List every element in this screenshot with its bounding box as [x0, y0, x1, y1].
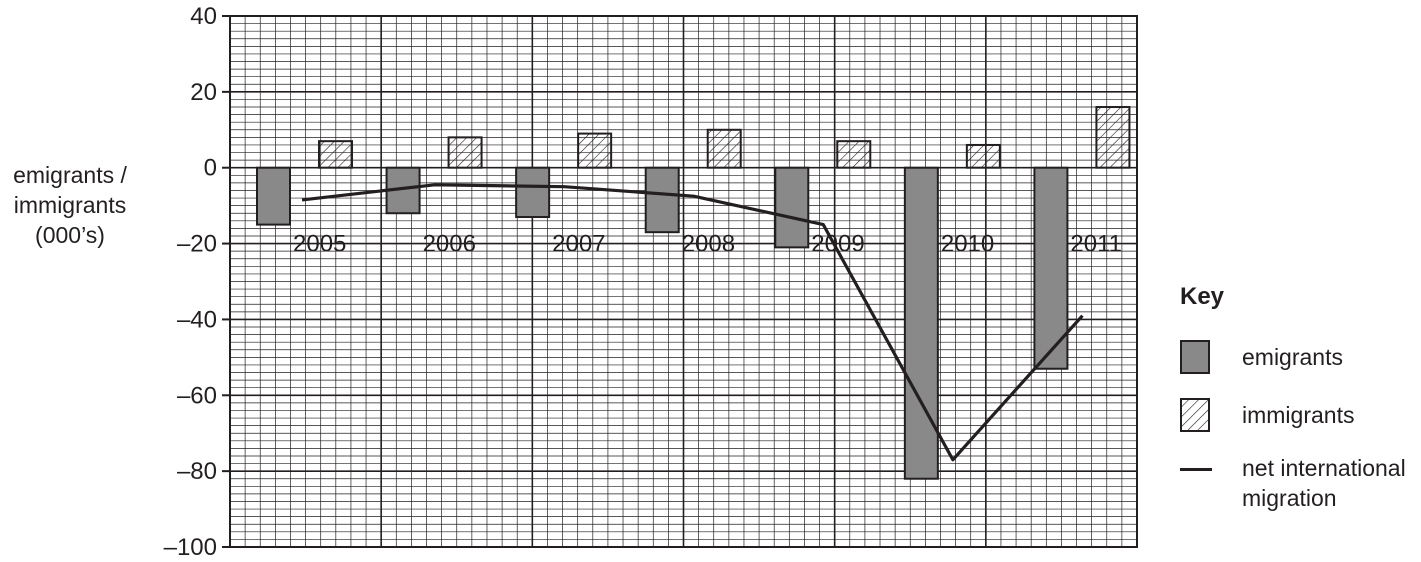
- y-tick-label: –20: [177, 231, 217, 258]
- bar-emigrants: [256, 166, 291, 226]
- category-label: 2007: [552, 231, 605, 258]
- bar-immigrants: [447, 136, 483, 169]
- category-label: 2010: [941, 231, 994, 258]
- y-axis-ticks: 40 20 0 –20 –40 –60 –80 –100: [164, 3, 230, 561]
- bar-emigrants: [1033, 166, 1069, 370]
- legend-label-emigrants: emigrants: [1242, 344, 1343, 370]
- y-tick-label: –100: [164, 534, 217, 561]
- grid: [229, 15, 1138, 548]
- legend-swatch-immigrants: [1180, 398, 1210, 432]
- bars: [256, 106, 1131, 480]
- legend-label-net: net international migration: [1242, 455, 1406, 511]
- y-tick-label: 0: [204, 155, 217, 182]
- y-tick-label: –40: [177, 306, 217, 333]
- bar-emigrants: [903, 166, 939, 480]
- y-tick-label: 40: [190, 3, 217, 30]
- bar-immigrants: [836, 140, 872, 169]
- y-tick-label: –80: [177, 458, 217, 485]
- category-label: 2011: [1070, 231, 1122, 258]
- bar-immigrants: [318, 140, 353, 169]
- plot-frame: [229, 15, 1138, 548]
- bar-immigrants: [577, 132, 613, 169]
- net-migration-line: [301, 183, 1084, 462]
- category-label: 2005: [293, 231, 346, 258]
- category-label: 2008: [682, 231, 735, 258]
- y-tick-label: 20: [190, 79, 217, 106]
- bar-emigrants: [515, 166, 551, 219]
- category-label: 2006: [423, 231, 476, 258]
- y-axis-label: emigrants / immigrants (000’s): [13, 162, 127, 248]
- bar-immigrants: [1095, 106, 1131, 169]
- y-tick-label: –60: [177, 382, 217, 409]
- net-line-layer: [301, 183, 1084, 462]
- bar-immigrants: [706, 128, 742, 169]
- bar-immigrants: [965, 143, 1001, 169]
- legend-line-net: [1180, 468, 1212, 471]
- legend: Key emigrants immigrants net internation…: [1180, 283, 1421, 511]
- bar-emigrants: [644, 166, 680, 234]
- legend-swatch-emigrants: [1180, 340, 1210, 374]
- legend-label-immigrants: immigrants: [1242, 402, 1355, 428]
- bar-emigrants: [774, 166, 810, 249]
- legend-title: Key: [1180, 283, 1225, 310]
- category-labels: 2005 2006 2007 2008 2009 2010 2011: [293, 231, 1122, 258]
